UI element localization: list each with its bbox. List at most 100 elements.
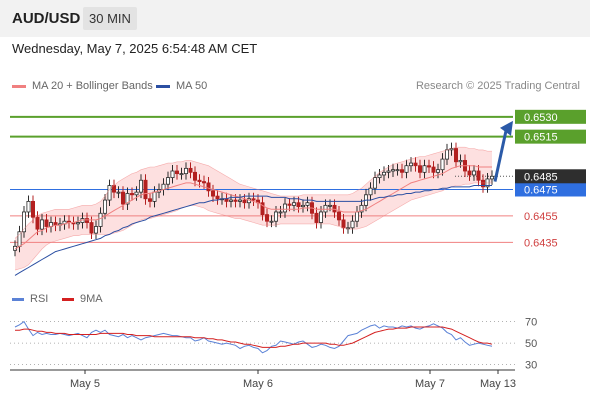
candle-body — [413, 162, 418, 167]
candle-body — [278, 211, 283, 214]
candle-body — [336, 211, 341, 221]
price-level-target-label: 0.6515 — [524, 132, 558, 144]
candle-body — [395, 169, 400, 172]
rsi-tick-label: 70 — [525, 317, 537, 329]
candle-body — [183, 167, 188, 175]
candle-body — [327, 204, 332, 207]
candle-body — [35, 216, 40, 230]
candle-body — [444, 149, 449, 160]
bollinger-legend-label: MA 20 + Bollinger Bands — [32, 80, 153, 92]
candle-body — [143, 179, 148, 200]
candle-body — [98, 212, 103, 227]
candle-body — [251, 198, 256, 201]
candle-body — [467, 170, 472, 176]
candle-body — [94, 226, 99, 234]
price-level-target-tag — [515, 109, 586, 124]
candle-body — [359, 204, 364, 213]
candle-body — [296, 202, 301, 208]
candle-body — [138, 179, 143, 193]
candle-body — [480, 179, 485, 188]
bollinger-band-area — [15, 147, 492, 271]
candle-body — [147, 198, 152, 202]
candle-body — [165, 177, 170, 185]
ma20-line — [14, 165, 492, 250]
legend-rsi: RSI — [12, 293, 48, 305]
candle-body — [260, 202, 265, 216]
candle-body — [417, 165, 422, 173]
candle-body — [354, 211, 359, 222]
candle-body — [287, 203, 292, 206]
candle-body — [242, 199, 247, 204]
bollinger-swatch — [12, 84, 26, 88]
candle-body — [458, 160, 463, 163]
last-price-label: 0.6485 — [524, 171, 558, 183]
candle-body — [476, 170, 481, 181]
candle-body — [237, 199, 242, 202]
candle-body — [170, 170, 175, 179]
rsi-ma-line — [15, 326, 493, 348]
candle-body — [332, 204, 337, 213]
x-tick-label: May 7 — [415, 378, 445, 390]
candle-body — [314, 212, 319, 223]
rsi-tick-label: 50 — [525, 338, 537, 350]
candle-body — [431, 166, 436, 173]
candle-body — [435, 169, 440, 173]
candle-body — [291, 202, 296, 206]
legend-bollinger: MA 20 + Bollinger Bands — [12, 80, 153, 92]
candle-body — [21, 211, 26, 233]
rsi-ma-swatch — [62, 297, 74, 301]
last-price-tag — [515, 169, 586, 184]
candle-body — [30, 200, 35, 218]
candle-body — [282, 203, 287, 213]
candle-body — [210, 190, 215, 197]
legend-rsi-ma: 9MA — [62, 293, 103, 305]
ma50-line — [14, 185, 492, 276]
candle-body — [197, 179, 202, 182]
candle-body — [76, 222, 81, 225]
candle-body — [121, 191, 126, 205]
candle-body — [440, 158, 445, 171]
candle-body — [201, 181, 206, 184]
projection-arrow-shaft — [493, 130, 508, 182]
candle-body — [129, 193, 134, 196]
candle-body — [404, 165, 409, 173]
candle-body — [89, 222, 94, 234]
price-level-support-label: 0.6455 — [524, 211, 558, 223]
candle-body — [134, 191, 139, 196]
rsi-legend-label: RSI — [30, 293, 49, 305]
ma50-swatch — [156, 84, 170, 88]
candle-body — [192, 171, 197, 181]
candle-body — [215, 195, 220, 200]
candle-body — [152, 191, 157, 202]
candle-body — [471, 170, 476, 176]
candle-body — [453, 148, 458, 163]
candle-body — [85, 218, 90, 223]
price-level-pivot-tag — [515, 182, 586, 197]
rsi-line — [14, 320, 493, 354]
projection-arrow-head — [500, 120, 513, 136]
candle-body — [372, 177, 377, 189]
candle-body — [40, 219, 45, 230]
candle-body — [408, 162, 413, 167]
copyright-label: Research © 2025 Trading Central — [415, 80, 580, 92]
candle-body — [107, 185, 112, 201]
candle-body — [188, 167, 193, 173]
candle-body — [341, 219, 346, 229]
candle-body — [368, 187, 373, 196]
candle-body — [318, 211, 323, 223]
x-tick-label: May 5 — [70, 378, 100, 390]
price-level-target-tag — [515, 129, 586, 144]
price-level-target-label: 0.6530 — [524, 112, 558, 124]
candle-body — [269, 220, 274, 223]
candle-body — [206, 182, 211, 192]
candle-body — [399, 169, 404, 173]
candle-body — [233, 199, 238, 202]
candle-body — [390, 169, 395, 172]
candle-body — [228, 199, 233, 202]
timeframe-button[interactable]: 30 MIN — [83, 7, 137, 30]
candle-body — [422, 165, 427, 173]
x-tick-label: May 6 — [243, 378, 273, 390]
bollinger-lower-line — [14, 182, 492, 271]
candle-body — [116, 191, 121, 194]
